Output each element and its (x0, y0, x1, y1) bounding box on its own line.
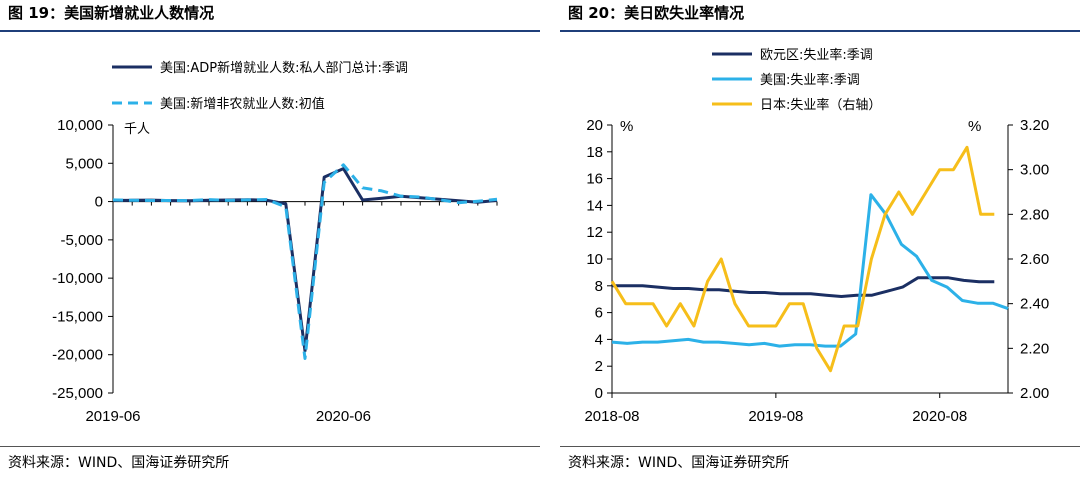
y-tick-label: -25,000 (52, 385, 103, 402)
y-tick-label-right: 3.20 (1020, 117, 1049, 134)
source-note: 资料来源：WIND、国海证券研究所 (568, 455, 790, 471)
y-tick-label: 0 (95, 194, 103, 211)
y-tick-label: 12 (586, 224, 603, 241)
y-tick-label: 5,000 (65, 155, 103, 172)
legend-label: 美国:失业率:季调 (760, 72, 860, 88)
figure-19-panel: 图 19：美国新增就业人数情况 美国:ADP新增就业人数:私人部门总计:季调 美国… (0, 4, 540, 471)
figure-20-panel: 图 20：美日欧失业率情况 欧元区:失业率:季调 美国:失业率:季调日本:失业率（… (560, 0, 1080, 479)
bottom-rule (560, 446, 1080, 447)
y-tick-label-right: 2.00 (1020, 385, 1049, 402)
y-tick-label-right: 2.60 (1020, 251, 1049, 268)
series-line (612, 276, 995, 298)
x-tick-label: 2020-06 (316, 408, 371, 425)
title-rule (0, 30, 540, 32)
y-tick-label: 10 (586, 251, 603, 268)
unemployment-chart: 欧元区:失业率:季调美国:失业率:季调日本:失业率（右轴）20181614121… (584, 47, 1049, 425)
legend-label: 日本:失业率（右轴） (760, 97, 881, 113)
y-tick-label-right: 2.40 (1020, 296, 1049, 313)
y-tick-label: -10,000 (52, 270, 103, 287)
series-line (112, 163, 498, 360)
x-tick-label: 2020-08 (912, 408, 967, 425)
title-rule (560, 30, 1080, 32)
y-tick-label-right: 2.80 (1020, 206, 1049, 223)
y-tick-label: 4 (595, 331, 603, 348)
y-tick-label: 18 (586, 144, 603, 161)
y-tick-label: 20 (586, 117, 603, 134)
y-tick-label: -5,000 (60, 232, 103, 249)
bottom-rule (0, 446, 540, 447)
series-line (610, 145, 995, 373)
y-unit-label-right: % (968, 118, 981, 135)
y-tick-label: 6 (595, 305, 603, 322)
y-tick-label-right: 2.20 (1020, 340, 1049, 357)
y-tick-label: 10,000 (57, 117, 103, 134)
legend-label: 欧元区:失业率:季调 (760, 47, 873, 63)
figure-19-title: 图 19：美国新增就业人数情况 (8, 4, 215, 22)
y-unit-label-left: % (620, 118, 633, 135)
figure-20-title: 图 20：美日欧失业率情况 (568, 4, 745, 22)
legend-label: 美国:新增非农就业人数:初值 (160, 96, 325, 112)
series-line (112, 167, 498, 353)
y-tick-label: 2 (595, 358, 603, 375)
source-note: 资料来源：WIND、国海证券研究所 (8, 455, 230, 471)
y-tick-label: -20,000 (52, 347, 103, 364)
y-tick-label-right: 3.00 (1020, 162, 1049, 179)
y-tick-label: 16 (586, 171, 603, 188)
x-tick-label: 2018-08 (584, 408, 639, 425)
legend-label: 美国:ADP新增就业人数:私人部门总计:季调 (160, 60, 408, 76)
x-tick-label: 2019-06 (85, 408, 140, 425)
y-tick-label: 14 (586, 197, 603, 214)
y-tick-label: -15,000 (52, 308, 103, 325)
y-tick-label: 0 (595, 385, 603, 402)
y-unit-label: 千人 (124, 122, 150, 137)
y-tick-label: 8 (595, 278, 603, 295)
series-line (611, 193, 1009, 348)
x-tick-label: 2019-08 (748, 408, 803, 425)
